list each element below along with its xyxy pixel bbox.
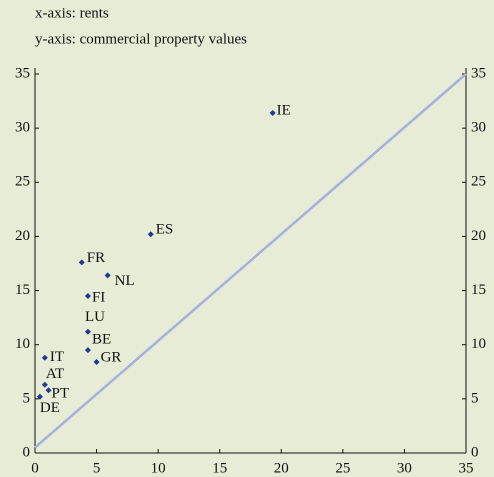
point-label: NL (115, 273, 135, 289)
y2-tick-label: 20 (471, 228, 486, 244)
x-tick-label: 15 (212, 460, 227, 476)
y-tick-label: 15 (15, 282, 30, 298)
x-axis-note: x-axis: rents (35, 5, 109, 21)
x-tick-label: 5 (93, 460, 101, 476)
point-label: PT (52, 386, 70, 402)
point-label: ES (156, 222, 174, 238)
x-tick-label: 10 (151, 460, 166, 476)
point (84, 292, 91, 299)
point-label: FI (92, 289, 105, 305)
y-tick-label: 0 (23, 444, 31, 460)
point-label: AT (46, 366, 64, 382)
x-tick-label: 0 (31, 460, 39, 476)
point-label: GR (101, 349, 122, 365)
point (41, 381, 48, 388)
y-axis-note: y-axis: commercial property values (35, 31, 247, 47)
point-label: IE (277, 102, 291, 118)
x-tick-label: 25 (335, 460, 350, 476)
point (84, 347, 91, 354)
point (84, 328, 91, 335)
y2-tick-label: 5 (471, 390, 479, 406)
y2-tick-label: 15 (471, 282, 486, 298)
y2-tick-label: 0 (471, 444, 479, 460)
point (36, 393, 43, 400)
y2-tick-label: 25 (471, 174, 486, 190)
y-tick-label: 5 (23, 390, 31, 406)
x-tick-label: 30 (397, 460, 412, 476)
y2-tick-label: 10 (471, 336, 486, 352)
point (93, 359, 100, 366)
y-tick-label: 25 (15, 174, 30, 190)
point (104, 272, 111, 279)
y2-tick-label: 30 (471, 120, 486, 136)
y-tick-label: 30 (15, 120, 30, 136)
point-label: LU (85, 309, 105, 325)
x-tick-label: 35 (459, 460, 474, 476)
point-label: FR (87, 250, 105, 266)
y2-tick-label: 35 (471, 65, 486, 81)
y-tick-label: 10 (15, 336, 30, 352)
diagonal-line (34, 73, 467, 449)
point-label: BE (92, 332, 111, 348)
point (269, 109, 276, 116)
y-tick-label: 20 (15, 228, 30, 244)
y-tick-label: 35 (15, 65, 30, 81)
point (45, 387, 52, 394)
x-tick-label: 20 (274, 460, 289, 476)
point-label: DE (40, 400, 60, 416)
point (147, 231, 154, 238)
point-label: IT (50, 349, 64, 365)
point (78, 259, 85, 266)
point (41, 354, 48, 361)
